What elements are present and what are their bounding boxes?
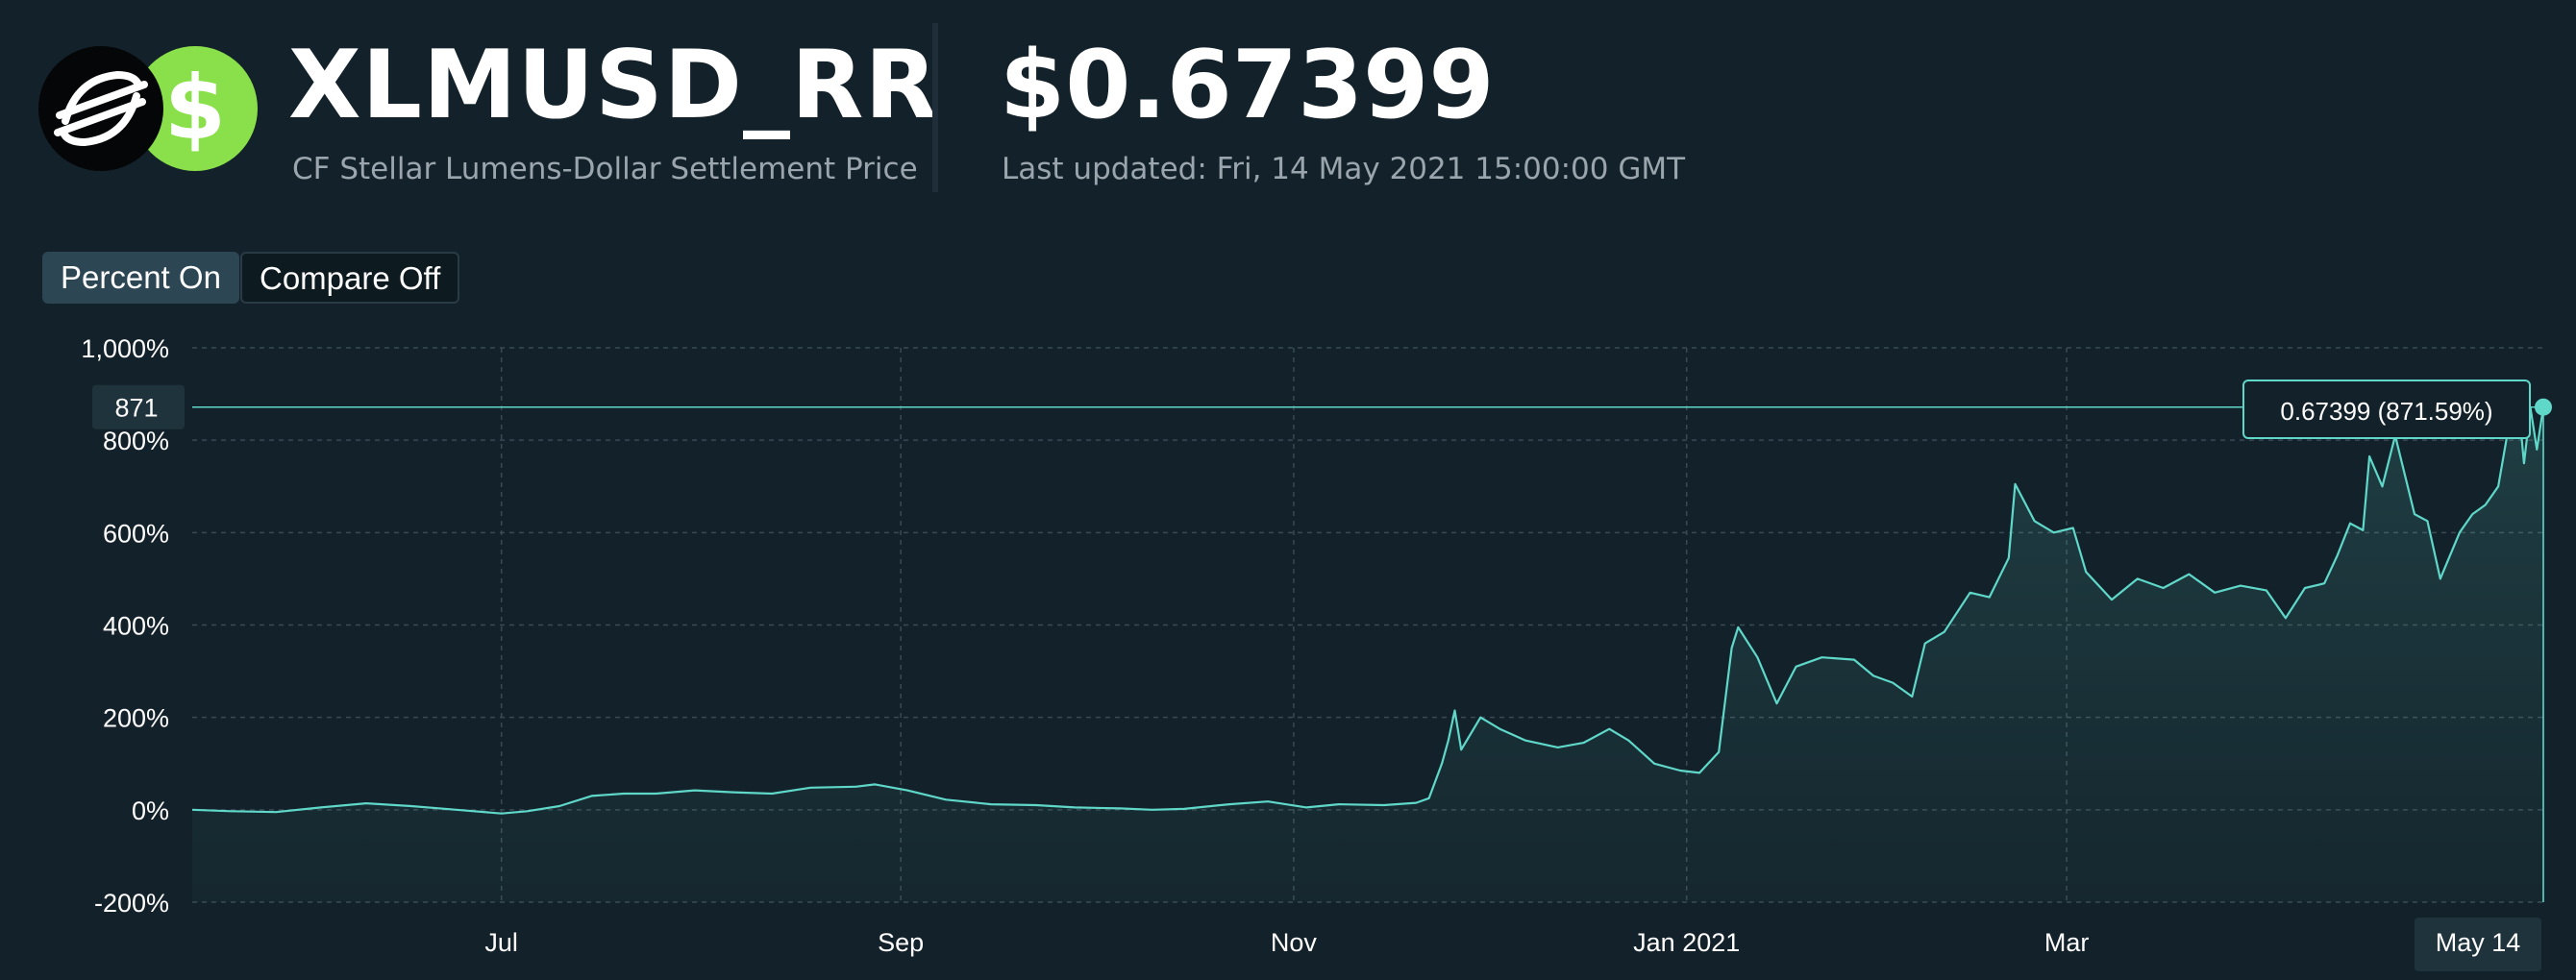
tooltip-box	[2242, 380, 2531, 439]
dollar-sign: $	[163, 57, 226, 159]
instrument-description: CF Stellar Lumens-Dollar Settlement Pric…	[292, 152, 918, 186]
tooltip-text: 0.67399 (871.59%)	[2280, 397, 2492, 426]
y-tick-label: 0%	[132, 796, 169, 825]
crosshair-date-label: May 14	[2436, 928, 2521, 957]
ticker-symbol: XLMUSD_RR	[288, 31, 938, 140]
y-tick-label: -200%	[94, 889, 169, 918]
crosshair-date-box	[2415, 918, 2541, 971]
y-tick-label: 200%	[103, 704, 169, 733]
y-tick-label: 1,000%	[81, 334, 169, 363]
current-price: $0.67399	[1000, 31, 1495, 140]
y-tick-label: 400%	[103, 612, 169, 641]
stellar-glyph	[54, 70, 148, 147]
series-line[interactable]	[191, 393, 2545, 815]
crosshair-value-box	[92, 384, 185, 429]
compare-toggle-button[interactable]: Compare Off	[240, 252, 460, 304]
x-tick-label: Nov	[1271, 928, 1318, 957]
x-tick-label: Mar	[2044, 928, 2090, 957]
x-tick-label: Sep	[878, 928, 924, 957]
x-tick-label: Jul	[484, 928, 518, 957]
dollar-icon: $	[133, 46, 258, 171]
crosshair-value-label: 871	[114, 394, 158, 423]
stellar-icon	[38, 46, 163, 171]
hover-point[interactable]	[2535, 398, 2552, 416]
y-tick-label: 600%	[103, 519, 169, 548]
y-tick-label: 800%	[103, 427, 169, 455]
x-tick-label: Jan 2021	[1633, 928, 1740, 957]
series-area	[192, 394, 2543, 903]
header: $ XLMUSD_RR CF Stellar Lumens-Dollar Set…	[0, 0, 2576, 231]
last-updated: Last updated: Fri, 14 May 2021 15:00:00 …	[1002, 152, 1686, 186]
header-divider	[932, 23, 938, 192]
percent-toggle-button[interactable]: Percent On	[42, 252, 239, 304]
